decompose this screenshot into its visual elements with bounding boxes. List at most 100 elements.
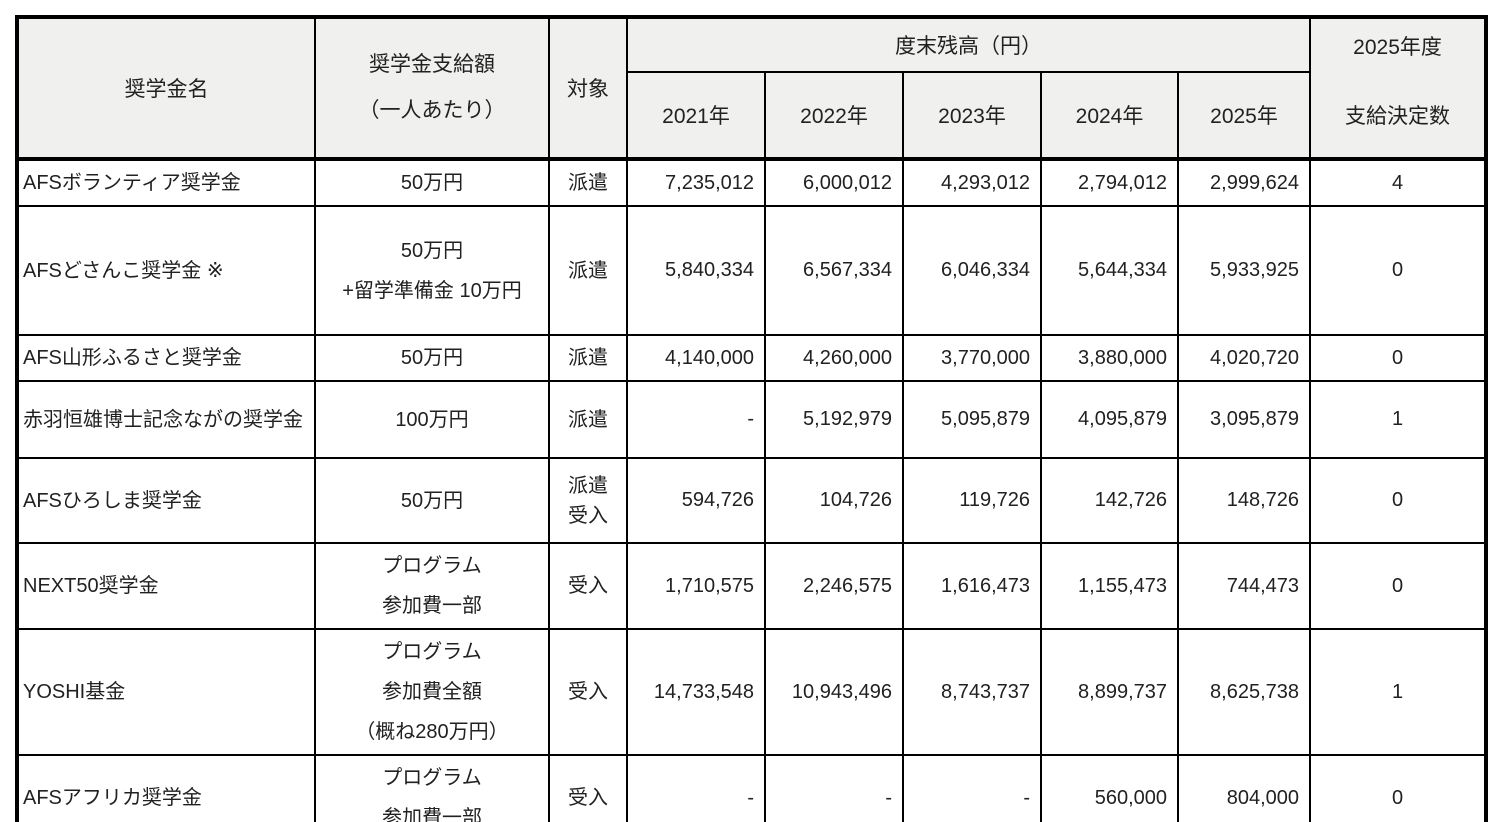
- balance-2021: 7,235,012: [626, 157, 766, 207]
- target-cell: 派遣: [548, 334, 628, 382]
- table-row: YOSHI基金 プログラム 参加費全額 （概ね280万円） 受入 14,733,…: [16, 628, 1488, 756]
- header-row-years: 2021年 2022年 2023年 2024年 2025年: [17, 70, 1486, 161]
- header-year-2023: 2023年: [902, 70, 1042, 161]
- table-row: AFS山形ふるさと奨学金 50万円 派遣 4,140,000 4,260,000…: [16, 334, 1488, 382]
- amount-line: 参加費全額: [382, 681, 482, 703]
- target-cell: 派遣 受入: [548, 457, 628, 544]
- header-amount: 奨学金支給額 （一人あたり）: [314, 16, 550, 160]
- balance-2021: 5,840,334: [626, 205, 766, 336]
- balance-2024: 5,644,334: [1040, 205, 1179, 336]
- balance-2024: 2,794,012: [1040, 157, 1179, 207]
- balance-2025: 148,726: [1176, 457, 1312, 544]
- table-row: 赤羽恒雄博士記念ながの奨学金 100万円 派遣 - 5,192,979 5,09…: [16, 380, 1488, 459]
- scholarship-name: AFSアフリカ奨学金: [16, 754, 316, 822]
- balance-2021: 4,140,000: [626, 334, 766, 382]
- balance-2023: 1,616,473: [902, 542, 1042, 630]
- balance-2021: 1,710,575: [626, 542, 766, 630]
- decisions-cell: 0: [1309, 205, 1488, 336]
- balance-2022: 6,567,334: [764, 205, 904, 336]
- scholarship-name: AFSボランティア奨学金: [16, 157, 316, 207]
- target-cell: 受入: [548, 754, 628, 822]
- header-year-2025: 2025年: [1176, 70, 1312, 161]
- target-cell: 受入: [548, 628, 628, 756]
- table-row: AFSどさんこ奨学金 ※ 50万円 +留学準備金 10万円 派遣 5,840,3…: [16, 205, 1488, 336]
- balance-2022: 104,726: [764, 457, 904, 544]
- balance-2024: 142,726: [1040, 457, 1179, 544]
- header-scholarship-name: 奨学金名: [16, 16, 316, 160]
- table-row: AFSアフリカ奨学金 プログラム 参加費一部 受入 - - - 560,000 …: [16, 754, 1488, 822]
- target-cell: 派遣: [548, 380, 628, 459]
- balance-2023: 119,726: [902, 457, 1042, 544]
- decisions-cell: 0: [1309, 542, 1488, 630]
- decisions-cell: 0: [1309, 754, 1488, 822]
- decisions-cell: 0: [1309, 457, 1488, 544]
- balance-2022: 6,000,012: [764, 157, 904, 207]
- amount-line: 参加費一部: [382, 595, 482, 617]
- scholarship-name: YOSHI基金: [16, 628, 316, 756]
- balance-2022: 4,260,000: [764, 334, 904, 382]
- scholarship-name: AFSどさんこ奨学金 ※: [16, 205, 316, 336]
- balance-2023: 5,095,879: [902, 380, 1042, 459]
- balance-2022: -: [764, 754, 904, 822]
- balance-2024: 3,880,000: [1040, 334, 1179, 382]
- header-decisions: 2025年度 支給決定数: [1309, 16, 1488, 160]
- balance-2022: 5,192,979: [764, 380, 904, 459]
- balance-2023: 3,770,000: [902, 334, 1042, 382]
- balance-2021: -: [626, 754, 766, 822]
- target-cell: 派遣: [548, 205, 628, 336]
- amount-line: プログラム: [382, 641, 482, 663]
- header-row-group: 奨学金名 奨学金支給額 （一人あたり） 対象 度末残高（円） 2025年度 支給…: [16, 16, 1488, 160]
- balance-2023: -: [902, 754, 1042, 822]
- balance-2025: 4,020,720: [1176, 334, 1312, 382]
- balance-2023: 4,293,012: [902, 157, 1042, 207]
- header-decisions-line1: 2025年度: [1353, 35, 1442, 59]
- balance-2024: 8,899,737: [1040, 628, 1179, 756]
- header-target: 対象: [548, 16, 628, 160]
- balance-2022: 10,943,496: [764, 628, 904, 756]
- target-line: 派遣: [568, 474, 608, 497]
- amount-line: プログラム: [382, 767, 482, 789]
- header-amount-line2: （一人あたり）: [358, 99, 506, 122]
- balance-2021: 594,726: [626, 457, 766, 544]
- amount-cell: プログラム 参加費一部: [314, 542, 550, 630]
- balance-2021: 14,733,548: [626, 628, 766, 756]
- amount-cell: 100万円: [314, 380, 550, 459]
- header-decisions-line2: 支給決定数: [1345, 104, 1451, 128]
- target-cell: 派遣: [548, 157, 628, 207]
- decisions-cell: 1: [1309, 628, 1488, 756]
- scholarship-name: NEXT50奨学金: [16, 542, 316, 630]
- target-line: 受入: [568, 504, 608, 527]
- table-header: 奨学金名 奨学金支給額 （一人あたり） 対象 度末残高（円） 2025年度 支給…: [16, 16, 1488, 161]
- header-balance-group: 度末残高（円）: [625, 16, 1312, 73]
- balance-2022: 2,246,575: [764, 542, 904, 630]
- balance-2024: 1,155,473: [1040, 542, 1179, 630]
- table-row: AFSボランティア奨学金 50万円 派遣 7,235,012 6,000,012…: [16, 157, 1488, 207]
- amount-line: 50万円: [400, 239, 464, 262]
- header-year-2021: 2021年: [626, 70, 766, 161]
- header-year-2024: 2024年: [1040, 70, 1179, 161]
- balance-2024: 4,095,879: [1040, 380, 1179, 459]
- amount-cell: 50万円 +留学準備金 10万円: [314, 205, 550, 336]
- decisions-cell: 0: [1309, 334, 1488, 382]
- amount-line: 参加費一部: [382, 807, 482, 822]
- balance-2025: 744,473: [1176, 542, 1312, 630]
- amount-cell: 50万円: [314, 457, 550, 544]
- table-body: AFSボランティア奨学金 50万円 派遣 7,235,012 6,000,012…: [16, 157, 1488, 822]
- balance-2025: 3,095,879: [1176, 380, 1312, 459]
- table-row: NEXT50奨学金 プログラム 参加費一部 受入 1,710,575 2,246…: [16, 542, 1488, 630]
- scholarship-name: 赤羽恒雄博士記念ながの奨学金: [16, 380, 316, 459]
- balance-2025: 2,999,624: [1176, 157, 1312, 207]
- balance-2023: 6,046,334: [902, 205, 1042, 336]
- amount-cell: 50万円: [314, 157, 550, 207]
- balance-2025: 8,625,738: [1176, 628, 1312, 756]
- amount-line: プログラム: [382, 555, 482, 577]
- balance-2025: 804,000: [1176, 754, 1312, 822]
- scholarship-table: 奨学金名 奨学金支給額 （一人あたり） 対象 度末残高（円） 2025年度 支給…: [15, 15, 1489, 822]
- header-year-2022: 2022年: [764, 70, 904, 161]
- balance-2024: 560,000: [1040, 754, 1179, 822]
- amount-line: +留学準備金 10万円: [342, 279, 522, 302]
- table-row: AFSひろしま奨学金 50万円 派遣 受入 594,726 104,726 11…: [16, 457, 1488, 544]
- balance-2021: -: [626, 380, 766, 459]
- scholarship-name: AFS山形ふるさと奨学金: [16, 334, 316, 382]
